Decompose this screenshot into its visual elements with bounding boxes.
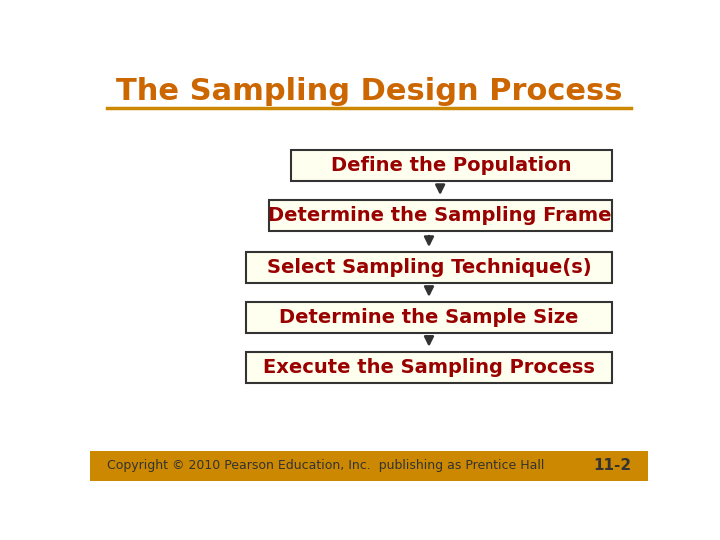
Text: Copyright © 2010 Pearson Education, Inc.  publishing as Prentice Hall: Copyright © 2010 Pearson Education, Inc.… <box>107 459 544 472</box>
Text: Determine the Sampling Frame: Determine the Sampling Frame <box>269 206 612 225</box>
FancyBboxPatch shape <box>246 302 612 333</box>
Text: 11-2: 11-2 <box>593 458 631 473</box>
FancyBboxPatch shape <box>246 252 612 283</box>
FancyBboxPatch shape <box>269 200 612 231</box>
Text: Determine the Sample Size: Determine the Sample Size <box>279 308 579 327</box>
Text: Execute the Sampling Process: Execute the Sampling Process <box>263 358 595 377</box>
FancyBboxPatch shape <box>291 150 612 181</box>
Text: The Sampling Design Process: The Sampling Design Process <box>116 77 622 106</box>
Text: Select Sampling Technique(s): Select Sampling Technique(s) <box>266 258 591 277</box>
Text: Define the Population: Define the Population <box>331 156 572 175</box>
FancyBboxPatch shape <box>246 352 612 383</box>
Bar <box>90 451 648 481</box>
